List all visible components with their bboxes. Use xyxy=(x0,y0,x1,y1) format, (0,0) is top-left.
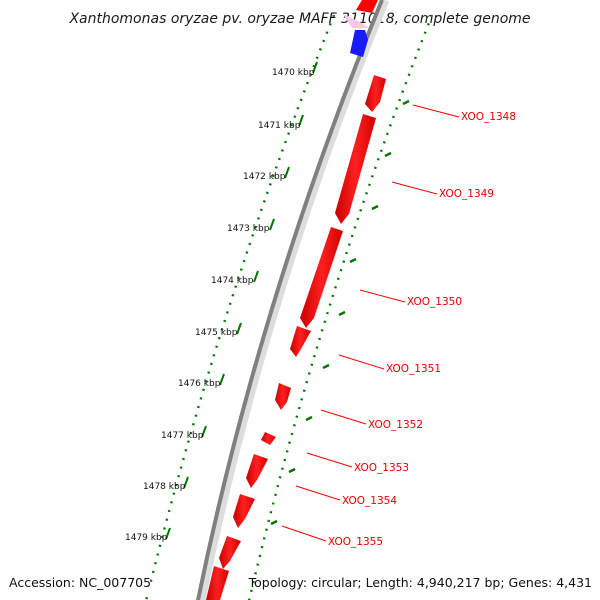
inner-tick xyxy=(384,151,392,158)
gene-arrow-xoo-1349 xyxy=(335,114,376,224)
leader-line xyxy=(359,289,406,303)
inner-tick xyxy=(322,363,330,370)
inner-tick xyxy=(402,99,410,106)
inner-scale-track xyxy=(247,14,434,600)
scale-label: 1471 kbp xyxy=(258,121,301,131)
scale-label: 1472 kbp xyxy=(243,172,286,182)
inner-tick xyxy=(270,519,278,526)
scale-label: 1477 kbp xyxy=(161,431,204,441)
scale-tick xyxy=(236,322,242,335)
gene-label[interactable]: XOO_1349 xyxy=(439,188,494,200)
leader-line xyxy=(281,525,327,542)
gene-arrow xyxy=(206,566,229,600)
scale-ticks xyxy=(165,61,318,540)
genome-summary-text: Topology: circular; Length: 4,940,217 bp… xyxy=(248,575,592,590)
gene-arrow-xoo-1348 xyxy=(365,75,386,112)
scale-tick xyxy=(269,218,275,231)
scale-tick xyxy=(253,270,259,283)
scale-label: 1476 kbp xyxy=(178,379,221,389)
gene-label[interactable]: XOO_1355 xyxy=(328,536,383,548)
inner-tick xyxy=(349,257,357,264)
gene-arrow-xoo-1354 xyxy=(246,454,268,488)
scale-label: 1475 kbp xyxy=(195,328,238,338)
pink-feature-block xyxy=(343,14,369,28)
leader-line xyxy=(306,452,353,468)
top-features xyxy=(343,0,378,57)
scale-tick xyxy=(183,476,189,489)
leader-line xyxy=(338,354,385,370)
genome-title: Xanthomonas oryzae pv. oryzae MAFF 31101… xyxy=(68,11,530,27)
scale-tick xyxy=(312,61,318,74)
gene-arrow-xoo-1350 xyxy=(300,227,343,328)
label-leader-lines xyxy=(281,104,460,542)
scale-labels: 1470 kbp 1471 kbp 1472 kbp 1473 kbp 1474… xyxy=(125,68,315,543)
gene-label[interactable]: XOO_1351 xyxy=(386,363,441,375)
gene-arrow-xoo-1355 xyxy=(233,494,255,528)
gene-label[interactable]: XOO_1353 xyxy=(354,462,409,474)
outer-dotted-track xyxy=(145,14,336,600)
inner-tick xyxy=(338,310,346,317)
gene-label[interactable]: XOO_1354 xyxy=(342,495,397,507)
leader-line xyxy=(412,104,460,118)
gene-arrow-xoo-1351 xyxy=(290,326,311,357)
gene-label[interactable]: XOO_1348 xyxy=(461,111,516,123)
gene-arrows xyxy=(206,75,386,600)
inner-tick xyxy=(288,467,296,474)
scale-label: 1470 kbp xyxy=(272,68,315,78)
scale-tick xyxy=(165,527,171,540)
forward-strand-gene xyxy=(350,30,368,57)
gene-arrow-xoo-1352 xyxy=(275,383,291,410)
inner-track-ticks xyxy=(270,99,410,526)
gene-label[interactable]: XOO_1350 xyxy=(407,296,462,308)
scale-label: 1473 kbp xyxy=(227,224,270,234)
outer-scale-track xyxy=(145,14,336,600)
scale-label: 1478 kbp xyxy=(143,482,186,492)
gene-arrow-xoo-1353 xyxy=(261,432,276,445)
scale-tick xyxy=(201,425,207,438)
genome-backbone xyxy=(195,0,384,600)
leader-line xyxy=(391,181,438,195)
scale-tick xyxy=(219,373,225,386)
accession-text: Accession: NC_007705 xyxy=(9,575,151,590)
leader-line xyxy=(320,409,367,425)
inner-dotted-track xyxy=(247,14,434,600)
footer-left-bg xyxy=(0,572,150,594)
gene-labels: XOO_1348 XOO_1349 XOO_1350 XOO_1351 XOO_… xyxy=(328,111,516,548)
scale-tick xyxy=(298,114,304,127)
scale-label: 1474 kbp xyxy=(211,276,254,286)
inner-tick xyxy=(371,204,379,211)
gene-label[interactable]: XOO_1352 xyxy=(368,419,423,431)
backbone-shadow xyxy=(196,0,390,600)
inner-tick xyxy=(305,415,313,422)
leader-line xyxy=(295,485,341,501)
reverse-strand-gene xyxy=(356,0,378,13)
gene-arrow xyxy=(219,536,241,569)
scale-label: 1479 kbp xyxy=(125,533,168,543)
scale-tick xyxy=(284,166,290,179)
